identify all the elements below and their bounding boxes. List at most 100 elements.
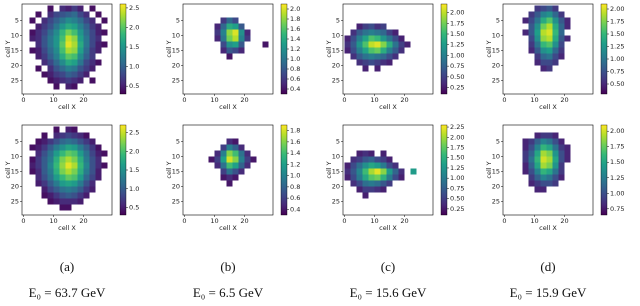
heat-cell xyxy=(35,47,42,54)
heat-cell xyxy=(356,29,363,36)
colorbar-tick-label: 1.25 xyxy=(450,164,464,172)
heat-cell xyxy=(95,59,102,66)
heat-cell xyxy=(95,35,102,42)
x-tick-label: 10 xyxy=(370,217,378,225)
heat-cell xyxy=(214,35,221,42)
heat-cell xyxy=(350,29,357,36)
heat-cell xyxy=(29,29,36,36)
x-tick-label: 10 xyxy=(49,217,57,225)
heat-cell xyxy=(386,156,393,163)
heat-cell xyxy=(540,41,547,48)
heat-cell xyxy=(374,41,381,48)
heat-cell xyxy=(89,180,96,187)
heat-cell xyxy=(89,65,96,72)
heat-cell xyxy=(95,47,102,54)
heat-cell xyxy=(53,17,60,24)
heat-cell xyxy=(95,156,102,163)
heat-cell xyxy=(71,192,78,199)
heat-cell xyxy=(546,138,553,145)
heat-cell xyxy=(540,168,547,175)
heat-cell xyxy=(226,138,233,145)
heat-cell xyxy=(522,17,529,24)
y-tick-label: 15 xyxy=(332,47,340,55)
heat-cell xyxy=(59,5,66,12)
heat-cell xyxy=(398,168,405,175)
x-tick-label: 20 xyxy=(79,217,87,225)
heat-cell xyxy=(356,180,363,187)
x-tick-label: 20 xyxy=(400,96,408,104)
heat-cell xyxy=(89,138,96,145)
heat-cell xyxy=(380,53,387,60)
heat-cell xyxy=(53,180,60,187)
heat-cell xyxy=(53,83,60,90)
heat-cell xyxy=(380,29,387,36)
panel: 0 10 20 5 10 15 20 25 cell X cell Y 0.4 0.6 0.8 1.0 1.… xyxy=(165,3,300,111)
heat-cell xyxy=(356,150,363,157)
heat-cell xyxy=(71,144,78,151)
heat-cell xyxy=(386,35,393,42)
x-tick-label: 0 xyxy=(21,96,25,104)
heat-cell xyxy=(392,162,399,169)
heat-cell xyxy=(77,138,84,145)
heat-cell xyxy=(77,168,84,175)
heat-cell xyxy=(238,168,245,175)
colorbar-tick-label: 0.8 xyxy=(290,65,300,73)
heat-cell xyxy=(95,144,102,151)
heat-cell xyxy=(534,180,541,187)
colorbar-tick-label: 1.0 xyxy=(290,55,300,63)
colorbar-tick-label: 1.00 xyxy=(450,51,464,59)
heat-cell xyxy=(47,23,54,30)
heat-cell xyxy=(534,41,541,48)
colorbar-tick-label: 1.50 xyxy=(450,30,464,38)
heat-cell xyxy=(540,59,547,66)
heat-cell xyxy=(368,156,375,163)
heat-cell xyxy=(350,162,357,169)
heat-cell xyxy=(226,174,233,181)
heat-cell xyxy=(552,156,559,163)
colorbar-tick-label: 1.2 xyxy=(290,45,300,53)
heat-cell xyxy=(59,17,66,24)
heat-cell xyxy=(77,65,84,72)
colorbar-tick-label: 1.25 xyxy=(610,43,624,51)
heat-cell xyxy=(83,138,90,145)
heat-cell xyxy=(386,47,393,54)
heat-cell xyxy=(89,35,96,42)
heat-cell xyxy=(356,162,363,169)
colorbar-tick-label: 1.25 xyxy=(450,41,464,49)
heat-cell xyxy=(552,168,559,175)
heat-cell xyxy=(220,35,227,42)
heat-cell xyxy=(226,144,233,151)
colorbar-tick-label: 0.4 xyxy=(290,85,300,93)
x-axis-label: cell X xyxy=(379,224,397,232)
heat-cell xyxy=(47,35,54,42)
x-axis-label: cell X xyxy=(219,103,237,111)
heat-cell xyxy=(65,59,72,66)
heat-cell xyxy=(83,156,90,163)
heat-cell xyxy=(546,156,553,163)
heat-cell xyxy=(386,162,393,169)
y-axis-label: cell Y xyxy=(485,161,493,178)
heat-cell xyxy=(540,144,547,151)
heat-cell xyxy=(374,65,381,72)
y-tick-label: 20 xyxy=(492,183,500,191)
colorbar-tick-label: 1.75 xyxy=(450,19,464,27)
heat-cell xyxy=(83,11,90,18)
heat-cell xyxy=(83,47,90,54)
heat-cell xyxy=(65,198,72,205)
heat-cell xyxy=(53,186,60,193)
heat-cell xyxy=(368,29,375,36)
heat-cell xyxy=(53,138,60,145)
panel: 0 10 20 5 10 15 20 25 cell X cell Y 0.25 0.50 0.75 1.… xyxy=(325,123,464,232)
heat-cell xyxy=(226,156,233,163)
heat-cell xyxy=(374,59,381,66)
heat-cell xyxy=(534,168,541,175)
heat-cell xyxy=(95,174,102,181)
heat-cell xyxy=(65,41,72,48)
heat-cell xyxy=(71,77,78,84)
heat-cell xyxy=(262,41,269,48)
heat-cell xyxy=(552,35,559,42)
axes-frame xyxy=(182,3,274,95)
heat-cell xyxy=(226,180,233,187)
heat-cell xyxy=(89,150,96,157)
x-axis-label: cell X xyxy=(539,103,557,111)
